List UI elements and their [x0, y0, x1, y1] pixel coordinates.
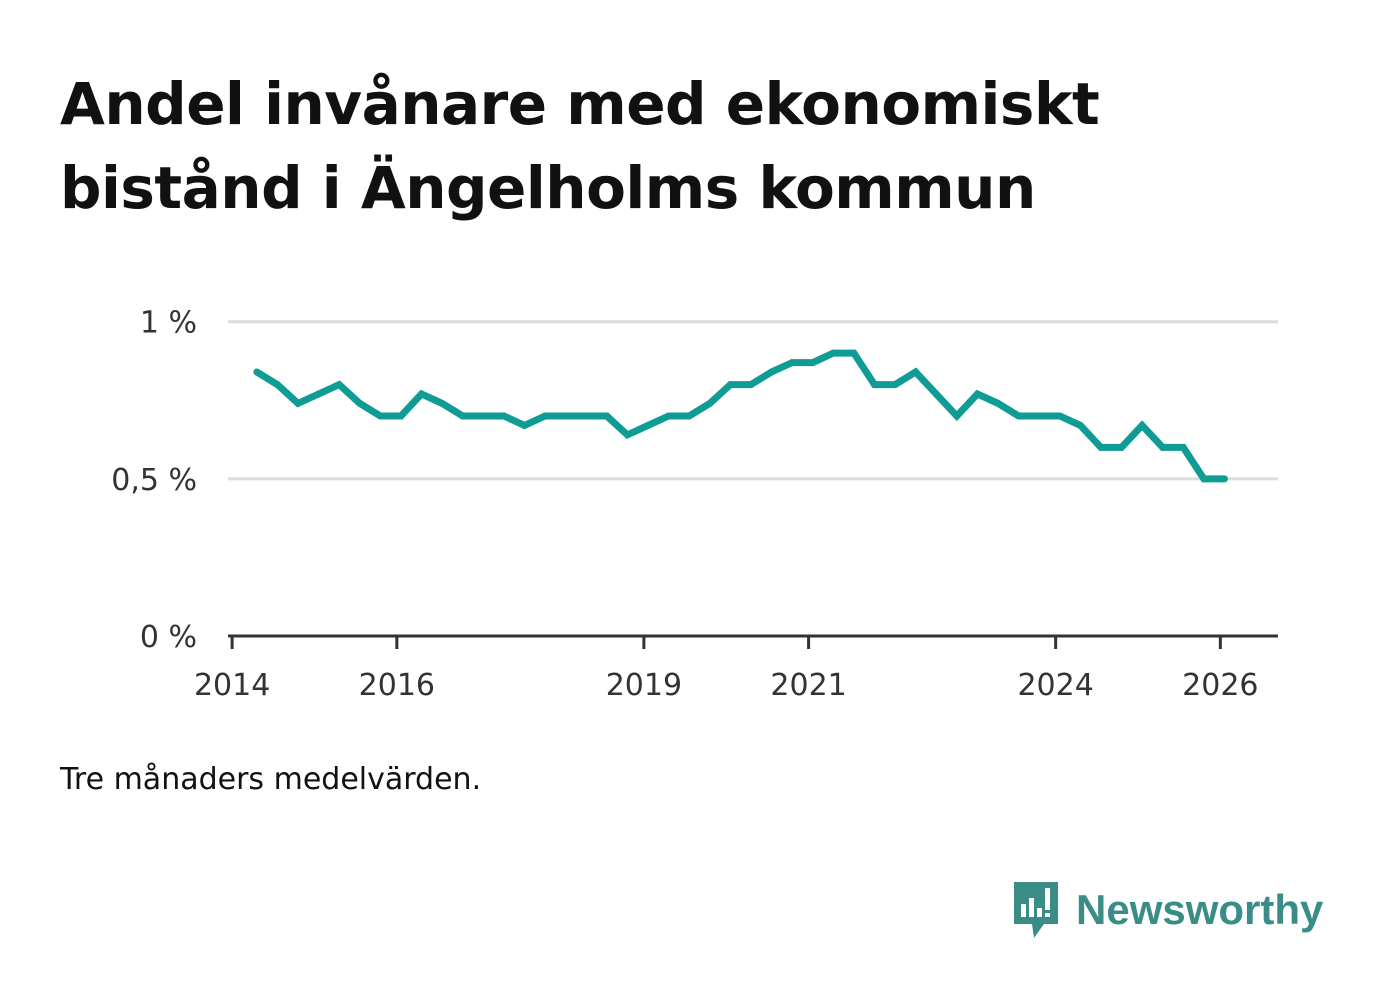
- data-point: [1015, 412, 1023, 420]
- data-point: [768, 368, 776, 376]
- data-point: [273, 381, 281, 389]
- data-point: [953, 412, 961, 420]
- data-point: [1138, 421, 1146, 429]
- data-point: [438, 399, 446, 407]
- data-point: [726, 381, 734, 389]
- data-point: [376, 412, 384, 420]
- y-tick-label: 0 %: [140, 620, 197, 655]
- chart-title: Andel invånare med ekonomiskt bistånd i …: [60, 70, 1100, 222]
- data-point: [562, 412, 570, 420]
- y-tick-label: 1 %: [140, 306, 197, 341]
- data-point: [356, 399, 364, 407]
- data-point: [500, 412, 508, 420]
- x-axis: 2014 2016 2019 2021 2024 2026: [194, 634, 1278, 703]
- data-point: [623, 431, 631, 439]
- x-tick-label: 2014: [194, 668, 270, 703]
- data-point: [912, 368, 920, 376]
- x-tick-label: 2026: [1182, 668, 1258, 703]
- bar-chart-icon: [1014, 882, 1058, 938]
- x-tick-label: 2016: [359, 668, 435, 703]
- data-point: [253, 368, 261, 376]
- data-point: [706, 399, 714, 407]
- data-point: [747, 381, 755, 389]
- x-tick-label: 2024: [1017, 668, 1093, 703]
- y-axis-labels: 0 % 0,5 % 1 %: [111, 306, 197, 655]
- y-tick-label: 0,5 %: [111, 463, 197, 498]
- data-point: [418, 390, 426, 398]
- x-tick-label: 2021: [770, 668, 846, 703]
- data-point: [1200, 475, 1208, 483]
- data-point: [397, 412, 405, 420]
- x-tick-label: 2019: [606, 668, 682, 703]
- data-point: [891, 381, 899, 389]
- data-point: [520, 421, 528, 429]
- line-chart: 0 % 0,5 % 1 % 2014 2016 2019 2021 2024 2026: [111, 306, 1278, 703]
- data-point: [1220, 475, 1228, 483]
- data-point: [582, 412, 590, 420]
- data-point: [459, 412, 467, 420]
- data-point: [335, 381, 343, 389]
- data-point: [644, 421, 652, 429]
- data-point: [1118, 443, 1126, 451]
- data-point: [685, 412, 693, 420]
- data-point: [1035, 412, 1043, 420]
- data-point: [294, 399, 302, 407]
- data-point: [665, 412, 673, 420]
- data-point: [994, 399, 1002, 407]
- series-line: [254, 349, 1225, 483]
- data-point: [603, 412, 611, 420]
- data-point: [973, 390, 981, 398]
- data-point: [1097, 443, 1105, 451]
- data-point: [1056, 412, 1064, 420]
- brand-name: Newsworthy: [1076, 886, 1324, 933]
- data-point: [850, 349, 858, 357]
- series-layer: [253, 349, 1228, 483]
- grid-lines: [228, 320, 1278, 481]
- data-point: [541, 412, 549, 420]
- data-point: [1179, 443, 1187, 451]
- chart-note: Tre månaders medelvärden.: [60, 762, 482, 797]
- data-point: [315, 390, 323, 398]
- data-point: [932, 390, 940, 398]
- data-point: [829, 349, 837, 357]
- data-point: [1076, 421, 1084, 429]
- newsworthy-logo[interactable]: Newsworthy: [1010, 878, 1323, 942]
- data-point: [870, 381, 878, 389]
- data-point: [1159, 443, 1167, 451]
- data-point: [809, 359, 817, 367]
- data-point: [479, 412, 487, 420]
- data-point: [788, 359, 796, 367]
